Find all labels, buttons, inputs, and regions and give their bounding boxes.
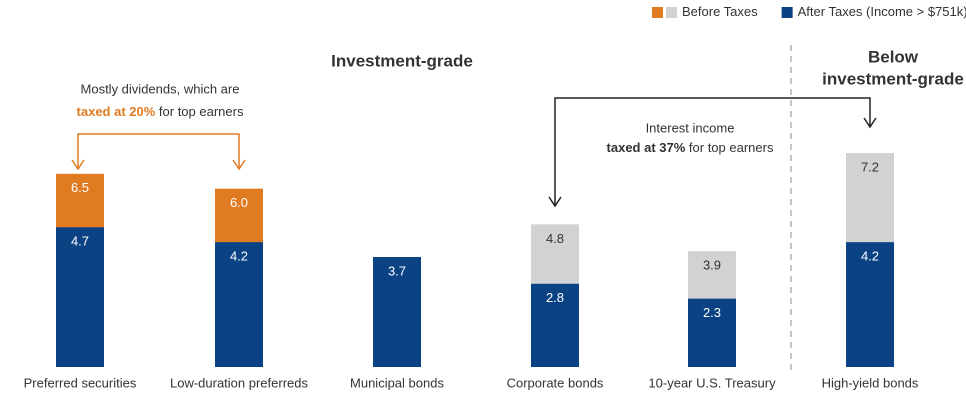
data-label: 3.9 xyxy=(703,258,721,273)
group-label: Investment-grade xyxy=(331,51,473,70)
legend-swatch xyxy=(666,7,677,18)
bar xyxy=(688,298,736,367)
bracket xyxy=(554,97,871,205)
legend-label: Before Taxes xyxy=(682,4,758,19)
x-tick-label: Low-duration preferreds xyxy=(170,375,309,390)
data-label: 2.8 xyxy=(546,290,564,305)
x-tick-label: 10-year U.S. Treasury xyxy=(648,375,776,390)
annotation: Interest income xyxy=(646,120,735,135)
arrow xyxy=(548,117,877,208)
data-label: 4.8 xyxy=(546,231,564,246)
annotation-text: for top earners xyxy=(685,140,774,155)
x-tick-label: High-yield bonds xyxy=(822,375,919,390)
x-tick-label: Corporate bonds xyxy=(507,375,604,390)
annotation: Mostly dividends, which are xyxy=(81,81,240,96)
annotation: taxed at 37% for top earners xyxy=(607,140,774,155)
legend-swatch xyxy=(781,7,793,18)
data-label: 4.2 xyxy=(230,249,248,264)
data-label: 3.7 xyxy=(388,263,406,278)
legend-text: Before Taxes xyxy=(682,4,758,19)
annotation-bold: taxed at 37% xyxy=(607,140,686,155)
data-label: 6.0 xyxy=(230,195,248,210)
bar xyxy=(531,283,579,367)
data-label: 6.5 xyxy=(71,180,89,195)
legend-label: After Taxes (Income > $751k)(2) xyxy=(798,3,966,19)
bar xyxy=(56,227,104,367)
data-label: 2.3 xyxy=(703,305,721,320)
data-label: 4.7 xyxy=(71,234,89,249)
annotation: taxed at 20% for top earners xyxy=(77,104,244,119)
group-label: investment-grade xyxy=(822,69,964,88)
annotation-text: for top earners xyxy=(155,104,244,119)
bar xyxy=(373,257,421,367)
data-label: 4.2 xyxy=(861,249,879,264)
annotation-bold: taxed at 20% xyxy=(77,104,156,119)
bar xyxy=(846,242,894,367)
data-label: 7.2 xyxy=(861,159,879,174)
legend-swatch xyxy=(652,7,663,18)
x-tick-label: Preferred securities xyxy=(24,375,137,390)
group-label: Below xyxy=(868,47,919,66)
arrow xyxy=(71,159,246,171)
bracket xyxy=(77,133,240,168)
x-tick-label: Municipal bonds xyxy=(350,375,444,390)
legend-text: After Taxes (Income > $751k) xyxy=(798,4,966,19)
bar xyxy=(215,242,263,367)
